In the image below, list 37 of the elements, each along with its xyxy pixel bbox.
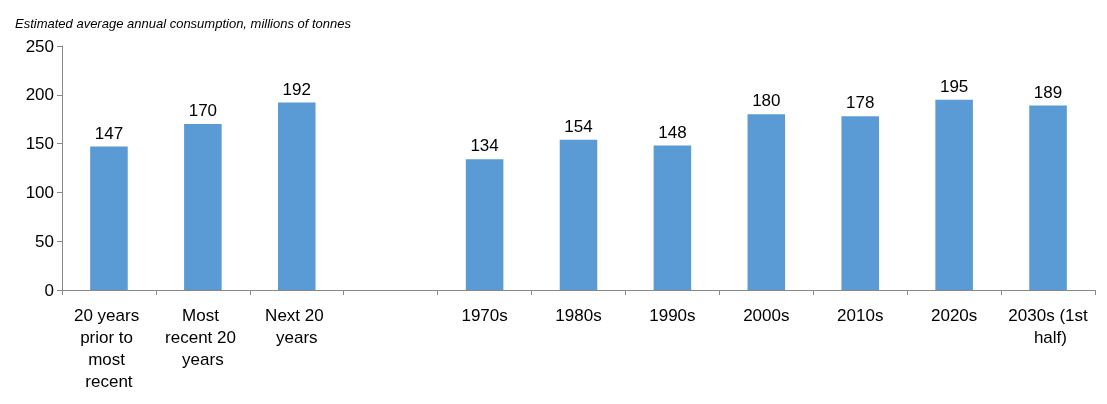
x-tick-label: Most recent 20 years [165, 305, 241, 369]
y-tick-label: 50 [35, 231, 54, 251]
data-label: 178 [846, 93, 875, 113]
data-label: 148 [658, 122, 687, 142]
chart-title: Estimated average annual consumption, millions of tonnes [15, 16, 352, 31]
bar [841, 116, 880, 290]
x-tick-label: 1980s [555, 305, 602, 325]
data-label: 180 [752, 91, 781, 111]
bar [653, 145, 692, 290]
x-tick-label: 1970s [461, 305, 508, 325]
data-label: 189 [1033, 82, 1063, 102]
y-tick-label: 150 [25, 134, 54, 154]
bar [184, 124, 222, 290]
x-tick-label: 2020s [930, 305, 978, 325]
x-tick-label: 20 years prior to most recent [73, 305, 144, 391]
x-tick-label: 2000s [743, 305, 790, 325]
data-label: 154 [564, 116, 593, 136]
x-tick-label: Next 20 years [265, 305, 329, 347]
y-tick-label: 250 [25, 36, 54, 56]
bar [1029, 105, 1067, 290]
bar [465, 159, 504, 290]
bar [935, 99, 973, 290]
y-tick-label: 0 [44, 280, 54, 300]
y-tick-label: 200 [25, 85, 54, 105]
data-label: 147 [94, 123, 124, 143]
data-label: 170 [188, 101, 218, 121]
x-tick-label: 1990s [649, 305, 696, 325]
data-label: 192 [282, 79, 311, 99]
x-tick-label: 2010s [837, 305, 884, 325]
y-tick-label: 100 [25, 182, 54, 202]
data-label: 195 [939, 76, 969, 96]
bar [90, 146, 128, 290]
bar [747, 114, 786, 290]
bar [559, 139, 598, 290]
data-label: 134 [470, 136, 499, 156]
bar [277, 102, 316, 290]
x-tick-label: 2030s (1st half) [1008, 305, 1089, 347]
